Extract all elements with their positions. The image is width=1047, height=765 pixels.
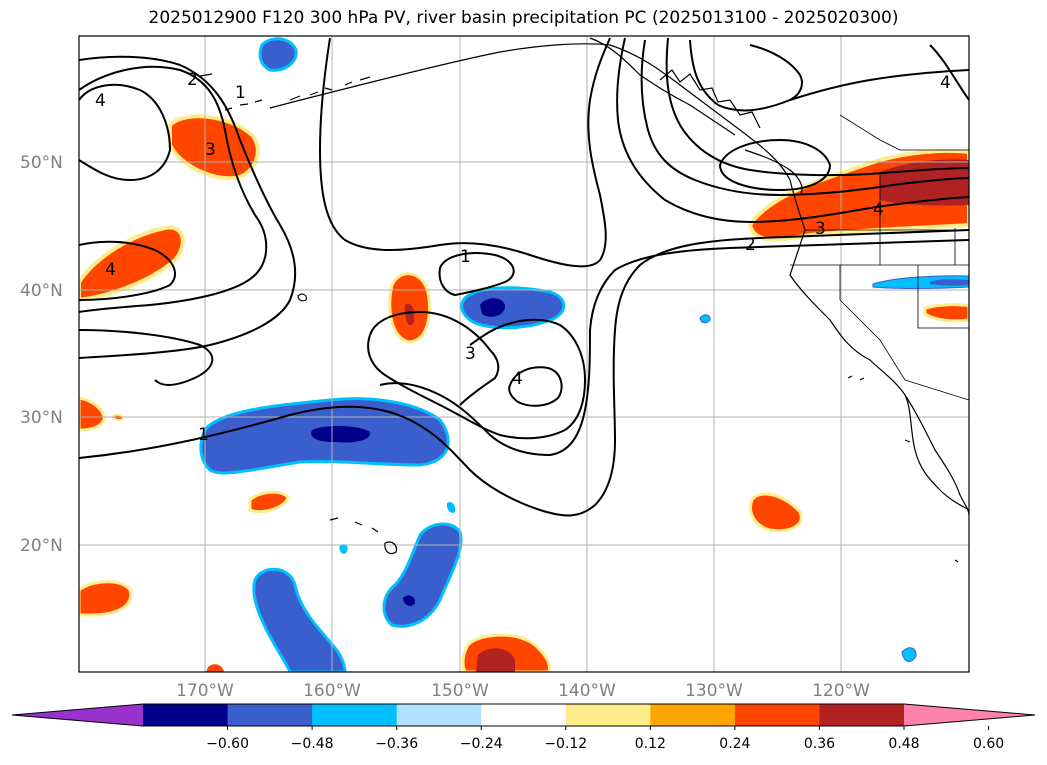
longitude-label: 170°W [176,681,234,701]
colorbar: −0.60 −0.48 −0.36 −0.24 −0.12 0.12 0.24 0.36 0.4… [11,703,1036,752]
shade-positive-strong-region [404,303,415,326]
shade-negative-region [699,314,711,324]
contour-labels: 2 1 4 3 4 1 3 4 1 2 3 4 4 [95,70,951,445]
latitude-label: 50°N [20,153,63,173]
contour-label: 4 [873,200,884,220]
shade-negative-region [258,37,298,72]
colorbar-segment [650,704,736,726]
gridlines [79,36,969,672]
colorbar-tick-label: 0.48 [888,736,919,752]
map-panel: 2 1 4 3 4 1 3 4 1 2 3 4 4 [79,36,969,672]
shade-negative-region [339,544,348,554]
longitude-label: 160°W [303,681,361,701]
contour-label: 1 [198,425,209,445]
shade-negative-region [930,279,969,286]
coastlines [199,37,969,563]
shade-negative-strong-region [403,595,416,606]
colorbar-segment [227,704,313,726]
colorbar-tick-label: −0.36 [375,736,418,752]
contour-label: 4 [95,91,106,111]
contour-label: 4 [512,369,523,389]
shade-negative-region [446,502,456,513]
shade-positive-region [749,492,803,533]
longitude-label: 150°W [431,681,489,701]
contour-label: 2 [745,235,756,255]
colorbar-segment [396,704,482,726]
longitude-label: 130°W [685,681,743,701]
map-frame [78,35,970,673]
longitude-labels: 170°W 160°W 150°W 140°W 130°W 120°W [176,681,870,701]
colorbar-tick-label: 0.12 [635,736,666,752]
latitude-labels: 50°N 40°N 30°N 20°N [20,153,63,556]
shade-positive-region [168,114,260,181]
shade-positive-region [79,396,106,432]
contour-label: 4 [940,73,951,93]
colorbar-extend-high [904,704,1035,726]
pv-contours [79,37,969,517]
shade-negative-region [901,647,917,662]
contour-label: 3 [465,344,476,364]
colorbar-segment [312,704,398,726]
colorbar-tick-label: 0.60 [973,736,1004,752]
shade-negative-region [382,522,463,628]
colorbar-segment [143,704,229,726]
colorbar-outline [11,703,1036,727]
colorbar-tick-label: 0.36 [804,736,835,752]
shade-negative-region [252,567,347,672]
colorbar-extend-low [12,704,143,726]
contour-label: 3 [815,219,826,239]
shade-negative-region [460,286,566,330]
contour-label: 1 [460,247,471,267]
colorbar-segment [565,704,651,726]
colorbar-tick-label: −0.24 [460,736,503,752]
latitude-label: 30°N [20,408,63,428]
colorbar-segment [819,704,905,726]
contour-label: 1 [235,83,246,103]
contour-label: 2 [187,70,198,90]
longitude-label: 120°W [812,681,870,701]
colorbar-tick-label: −0.48 [291,736,334,752]
contour-label: 4 [105,260,116,280]
shade-positive-strong-region [476,648,515,672]
borders [790,114,969,401]
latitude-label: 40°N [20,281,63,301]
colorbar-segment [481,704,567,726]
colorbar-tick-label: 0.24 [719,736,750,752]
shade-negative-strong-region [311,426,371,443]
longitude-label: 140°W [558,681,616,701]
figure-title: 2025012900 F120 300 hPa PV, river basin … [148,8,899,28]
contour-label: 3 [205,140,216,160]
latitude-label: 20°N [20,536,63,556]
shade-positive-region [79,225,185,303]
colorbar-tick-label: −0.60 [206,736,249,752]
shade-positive-region [79,580,133,617]
colorbar-segment [734,704,820,726]
shade-negative-strong-region [480,298,506,317]
colorbar-tick-label: −0.12 [544,736,587,752]
shade-positive-region [923,303,969,323]
shade-positive-region [206,664,224,672]
shade-positive-region [248,490,290,514]
